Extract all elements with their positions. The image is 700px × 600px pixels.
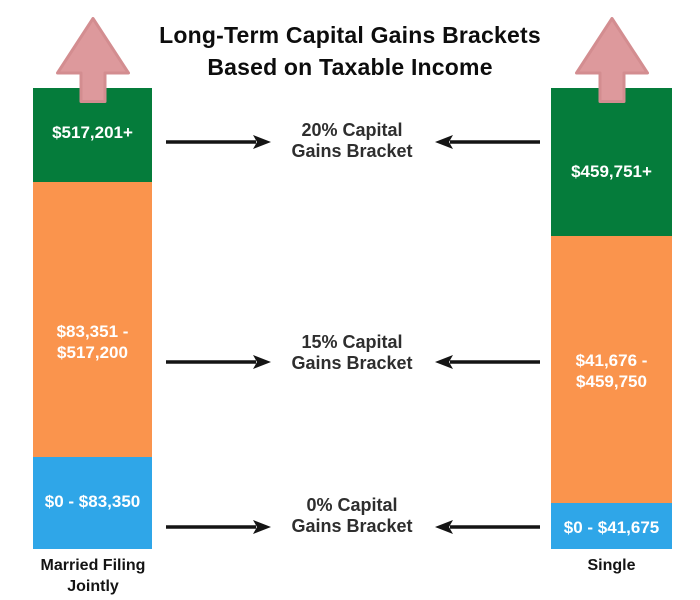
bracket-label-15-percent: 15% Capital Gains Bracket — [242, 332, 462, 374]
arrow-right-icon — [166, 135, 271, 149]
mfj-15-range-line-1: $83,351 - — [56, 322, 129, 341]
bracket-label-20-percent: 20% Capital Gains Bracket — [242, 120, 462, 162]
mfj-20-range-label: $517,201+ — [52, 123, 133, 142]
single-15-range-label: $41,676 - $459,750 — [551, 350, 672, 392]
page-title: Long-Term Capital Gains Brackets Based o… — [0, 19, 700, 83]
bracket-15-line-2: Gains Bracket — [291, 353, 413, 373]
axis-label-mfj-line-1: Married Filing — [40, 557, 146, 574]
single-0-percent-segment — [551, 503, 672, 549]
bracket-0-line-1: 0% Capital — [306, 495, 398, 515]
single-15-range-line-1: $41,676 - — [575, 351, 648, 370]
mfj-0-range-label: $0 - $83,350 — [44, 492, 141, 511]
arrow-right-icon — [166, 355, 271, 369]
single-15-range-line-2: $459,750 — [576, 372, 647, 391]
single-0-range-label: $0 - $41,675 — [563, 518, 660, 537]
bracket-20-line-2: Gains Bracket — [291, 141, 413, 161]
mfj-0-percent-segment — [33, 457, 152, 549]
axis-label-single: Single — [587, 557, 636, 574]
up-arrow-icon — [575, 17, 649, 103]
arrow-left-icon — [435, 520, 540, 534]
arrow-right-icon — [166, 520, 271, 534]
arrow-left-icon — [435, 355, 540, 369]
bracket-15-line-1: 15% Capital — [301, 332, 403, 352]
title-line-2: Based on Taxable Income — [207, 54, 493, 80]
mfj-15-range-line-2: $517,200 — [57, 343, 128, 362]
arrow-left-icon — [435, 135, 540, 149]
mfj-15-percent-segment — [33, 182, 152, 457]
bracket-0-line-2: Gains Bracket — [291, 516, 413, 536]
mfj-20-percent-segment — [33, 88, 152, 182]
mfj-15-range-label: $83,351 - $517,200 — [33, 321, 152, 363]
axis-label-married-filing-jointly: Married Filing Jointly — [13, 555, 173, 597]
bracket-20-line-1: 20% Capital — [301, 120, 403, 140]
bracket-label-0-percent: 0% Capital Gains Bracket — [242, 495, 462, 537]
single-15-percent-segment — [551, 236, 672, 503]
title-line-1: Long-Term Capital Gains Brackets — [159, 22, 541, 48]
axis-label-mfj-line-2: Jointly — [67, 578, 119, 595]
single-20-percent-segment — [551, 88, 672, 236]
single-20-range-label: $459,751+ — [571, 162, 652, 181]
up-arrow-icon — [56, 17, 130, 103]
